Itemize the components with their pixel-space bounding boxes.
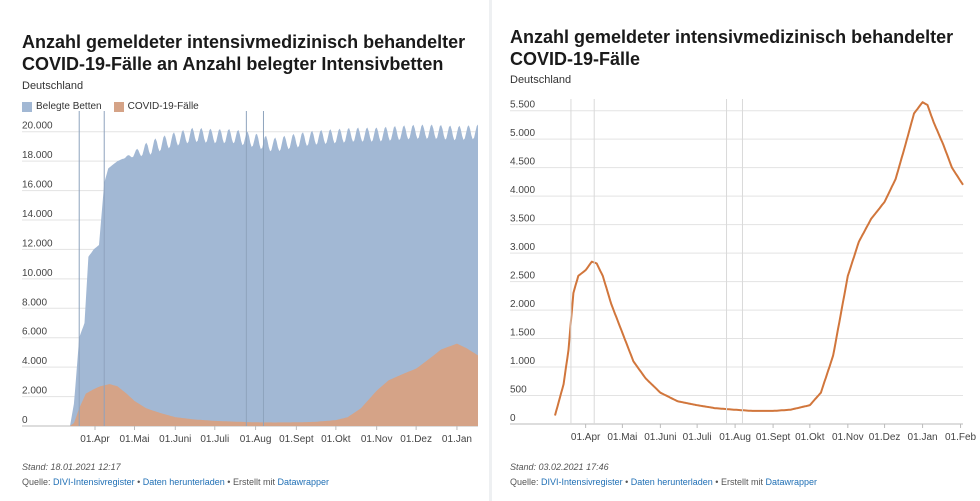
line-chart: 0 500 1.000 1.500 2.000 2.500 3.000 3.500 4.000 4…: [510, 99, 977, 443]
x-tick-label: 01.Juli: [200, 434, 229, 445]
y-tick-label: 8.000: [22, 297, 47, 308]
y-tick-label: 500: [510, 385, 527, 396]
x-tick-label: 01.Sept: [756, 432, 791, 443]
x-tick-label: 01.Mai: [119, 434, 149, 445]
x-tick-label: 01.Okt: [795, 432, 825, 443]
source-prefix: Quelle:: [510, 477, 539, 487]
source-link[interactable]: DIVI-Intensivregister: [53, 477, 135, 487]
y-tick-label: 0: [22, 415, 28, 426]
legend-item-covid-faelle: COVID-19-Fälle: [113, 101, 199, 112]
separator: • Erstellt mit: [712, 477, 766, 487]
chart-subtitle: Deutschland: [510, 74, 572, 86]
y-tick-label: 5.500: [510, 100, 535, 111]
area-chart: 0 2.000 4.000 6.000 8.000 10.000 12.000 14.000 1…: [22, 111, 478, 445]
chart-panel-right: Anzahl gemeldeter intensivmedizinisch be…: [493, 0, 980, 501]
source-link[interactable]: DIVI-Intensivregister: [541, 477, 623, 487]
x-tick-label: 01.Feb: [945, 432, 977, 443]
series-area-belegte-betten: [70, 124, 478, 426]
y-tick-label: 5.000: [510, 128, 535, 139]
separator: •: [134, 477, 143, 487]
x-tick-label: 01.Jan: [442, 434, 472, 445]
y-tick-label: 0: [510, 413, 516, 424]
x-tick-label: 01.Dez: [869, 432, 901, 443]
source-prefix: Quelle:: [22, 477, 51, 487]
y-tick-label: 2.000: [22, 386, 47, 397]
datawrapper-link[interactable]: Datawrapper: [277, 477, 329, 487]
x-tick-label: 01.Aug: [719, 432, 751, 443]
stand-timestamp: Stand: 18.01.2021 12:17: [22, 462, 121, 472]
x-tick-label: 01.Dez: [400, 434, 432, 445]
chart-legend: Belegte Betten COVID-19-Fälle: [22, 101, 211, 112]
y-tick-label: 2.000: [510, 299, 535, 310]
x-tick-label: 01.Juni: [644, 432, 676, 443]
x-tick-label: 01.Nov: [832, 432, 864, 443]
y-tick-label: 12.000: [22, 238, 53, 249]
y-tick-label: 14.000: [22, 209, 53, 220]
legend-item-belegte-betten: Belegte Betten: [22, 101, 102, 112]
legend-label: Belegte Betten: [36, 101, 102, 112]
legend-swatch: [113, 101, 124, 112]
x-tick-label: 01.Juni: [159, 434, 191, 445]
y-tick-label: 3.500: [510, 214, 535, 225]
x-tick-label: 01.Okt: [321, 434, 351, 445]
stand-timestamp: Stand: 03.02.2021 17:46: [510, 462, 609, 472]
y-tick-label: 1.000: [510, 356, 535, 367]
chart-panel-left: Anzahl gemeldeter intensivmedizinisch be…: [22, 32, 478, 487]
y-tick-label: 20.000: [22, 121, 53, 132]
x-tick-label: 01.Apr: [80, 434, 110, 445]
separator: •: [622, 477, 631, 487]
source-line: Quelle: DIVI-Intensivregister • Daten he…: [22, 477, 329, 487]
y-tick-label: 4.000: [22, 356, 47, 367]
y-tick-label: 18.000: [22, 150, 53, 161]
panel-divider: [489, 0, 492, 501]
datawrapper-link[interactable]: Datawrapper: [765, 477, 817, 487]
chart-title: Anzahl gemeldeter intensivmedizinisch be…: [510, 27, 954, 69]
legend-swatch: [22, 101, 32, 112]
x-tick-label: 01.Aug: [240, 434, 272, 445]
download-data-link[interactable]: Daten herunterladen: [142, 477, 225, 487]
separator: • Erstellt mit: [224, 477, 278, 487]
x-tick-label: 01.Mai: [607, 432, 637, 443]
y-tick-label: 2.500: [510, 271, 535, 282]
chart-subtitle: Deutschland: [22, 80, 84, 92]
x-tick-label: 01.Jan: [908, 432, 938, 443]
chart-title: Anzahl gemeldeter intensivmedizinisch be…: [22, 32, 466, 74]
source-line: Quelle: DIVI-Intensivregister • Daten he…: [510, 477, 817, 487]
y-tick-label: 16.000: [22, 180, 53, 191]
series-line-covid-19-f-lle: [554, 101, 964, 416]
series-area-covid-19-f-lle: [70, 343, 478, 426]
x-tick-label: 01.Juli: [683, 432, 712, 443]
x-tick-label: 01.Nov: [361, 434, 393, 445]
download-data-link[interactable]: Daten herunterladen: [630, 477, 713, 487]
y-tick-label: 10.000: [22, 268, 53, 279]
legend-label: COVID-19-Fälle: [127, 101, 199, 112]
y-tick-label: 4.000: [510, 185, 535, 196]
y-tick-label: 4.500: [510, 157, 535, 168]
x-tick-label: 01.Apr: [571, 432, 601, 443]
y-tick-label: 3.000: [510, 242, 535, 253]
y-tick-label: 1.500: [510, 328, 535, 339]
y-tick-label: 6.000: [22, 327, 47, 338]
x-tick-label: 01.Sept: [279, 434, 314, 445]
